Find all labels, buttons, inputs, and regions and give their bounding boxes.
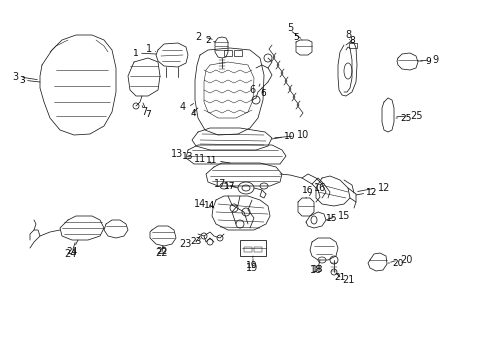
Text: 21: 21 xyxy=(334,273,345,282)
Text: 7: 7 xyxy=(141,107,147,117)
Text: 15: 15 xyxy=(337,211,350,221)
Text: 6: 6 xyxy=(260,88,265,98)
Text: 5: 5 xyxy=(286,23,292,33)
Text: 18: 18 xyxy=(312,260,323,275)
Text: 19: 19 xyxy=(246,256,257,270)
Text: 21: 21 xyxy=(341,275,354,285)
Text: 20: 20 xyxy=(399,255,411,265)
Text: 19: 19 xyxy=(245,263,258,273)
Text: 4: 4 xyxy=(180,102,185,112)
Text: 16: 16 xyxy=(302,185,313,198)
Text: 9: 9 xyxy=(431,55,437,65)
Text: 1: 1 xyxy=(145,44,152,54)
Text: 12: 12 xyxy=(355,188,377,197)
Bar xyxy=(244,247,251,252)
Text: 3: 3 xyxy=(12,72,18,82)
Text: 25: 25 xyxy=(409,111,422,121)
Text: 14: 14 xyxy=(193,199,205,209)
Text: 17: 17 xyxy=(224,181,238,190)
Text: 9: 9 xyxy=(417,57,430,66)
Text: 1: 1 xyxy=(133,49,156,58)
Text: 3: 3 xyxy=(19,76,40,85)
Text: 13: 13 xyxy=(170,149,183,159)
Text: 22: 22 xyxy=(156,246,167,256)
Text: 24: 24 xyxy=(66,240,78,256)
Text: 14: 14 xyxy=(204,201,215,210)
Text: 20: 20 xyxy=(387,258,403,267)
Text: 17: 17 xyxy=(213,179,225,189)
Text: 13: 13 xyxy=(182,152,193,161)
Bar xyxy=(253,247,262,252)
Text: 8: 8 xyxy=(344,30,350,40)
Text: 22: 22 xyxy=(156,248,168,258)
Text: 18: 18 xyxy=(309,265,322,275)
Text: 11: 11 xyxy=(193,154,205,164)
Text: 23: 23 xyxy=(179,239,192,249)
Text: 10: 10 xyxy=(296,130,308,140)
Text: 24: 24 xyxy=(63,249,76,259)
Bar xyxy=(224,50,231,56)
Text: 8: 8 xyxy=(348,36,354,45)
Text: 5: 5 xyxy=(292,32,302,41)
Text: 2: 2 xyxy=(205,36,215,45)
Text: 6: 6 xyxy=(249,85,256,95)
Text: 2: 2 xyxy=(195,32,202,42)
Bar xyxy=(234,50,242,56)
Text: 25: 25 xyxy=(395,113,411,122)
Text: 11: 11 xyxy=(206,156,229,165)
Text: 16: 16 xyxy=(313,183,325,193)
Text: 23: 23 xyxy=(190,236,201,247)
Text: 4: 4 xyxy=(190,108,198,117)
Text: 7: 7 xyxy=(142,103,151,118)
Bar xyxy=(240,240,265,256)
Text: 10: 10 xyxy=(271,131,295,140)
Text: 12: 12 xyxy=(377,183,389,193)
Text: 15: 15 xyxy=(325,213,337,222)
Bar xyxy=(348,43,356,48)
